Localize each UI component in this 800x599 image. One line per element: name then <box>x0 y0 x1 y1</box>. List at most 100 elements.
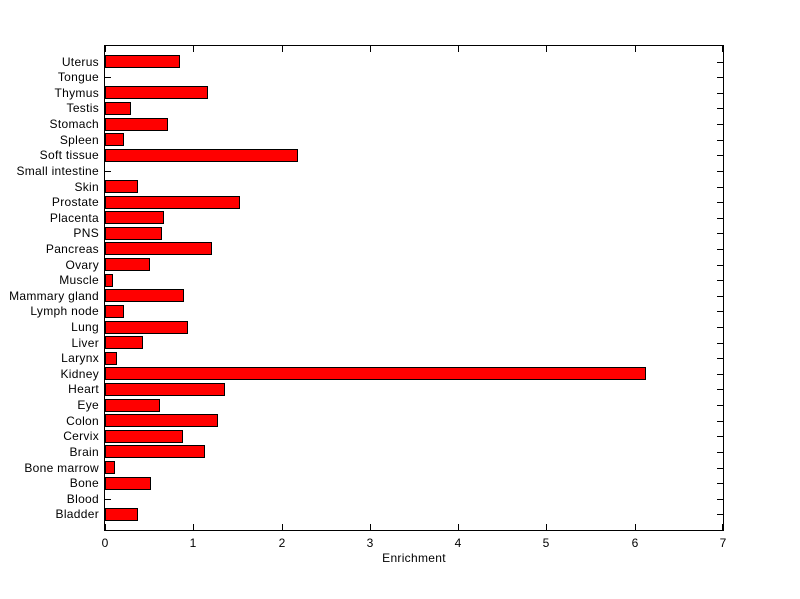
x-tick-bottom <box>635 524 636 530</box>
bar-colon <box>105 414 218 427</box>
y-tick-right <box>717 108 723 109</box>
x-axis-title: Enrichment <box>382 551 446 565</box>
x-tick-bottom <box>546 524 547 530</box>
category-label-pns: PNS <box>73 226 99 240</box>
y-tick-right <box>717 140 723 141</box>
y-tick-right <box>717 468 723 469</box>
bar-heart <box>105 383 225 396</box>
y-tick-right <box>717 233 723 234</box>
bar-cervix <box>105 430 183 443</box>
y-tick-right <box>717 405 723 406</box>
category-label-skin: Skin <box>74 180 99 194</box>
xtick-label: 1 <box>189 536 197 550</box>
bar-bone-marrow <box>105 461 115 474</box>
bar-spleen <box>105 133 124 146</box>
y-tick-left <box>105 171 111 172</box>
category-label-bone-marrow: Bone marrow <box>24 461 99 475</box>
y-tick-left <box>105 77 111 78</box>
y-tick-right <box>717 421 723 422</box>
xtick-label: 6 <box>631 536 639 550</box>
y-tick-right <box>717 77 723 78</box>
y-tick-right <box>717 452 723 453</box>
bar-ovary <box>105 258 150 271</box>
x-tick-top <box>105 46 106 52</box>
y-tick-right <box>717 171 723 172</box>
x-tick-bottom <box>282 524 283 530</box>
y-tick-right <box>717 343 723 344</box>
xtick-label: 4 <box>454 536 462 550</box>
category-label-placenta: Placenta <box>49 211 99 225</box>
bar-bladder <box>105 508 138 521</box>
y-tick-right <box>717 499 723 500</box>
category-label-lung: Lung <box>71 320 99 334</box>
bar-pancreas <box>105 242 212 255</box>
plot-area <box>104 45 724 531</box>
bar-bone <box>105 477 151 490</box>
y-tick-right <box>717 296 723 297</box>
xtick-label: 7 <box>719 536 727 550</box>
xtick-label: 0 <box>101 536 109 550</box>
x-tick-bottom <box>193 524 194 530</box>
category-label-lymph-node: Lymph node <box>30 304 99 318</box>
bar-placenta <box>105 211 164 224</box>
bar-kidney <box>105 367 646 380</box>
category-label-liver: Liver <box>71 336 99 350</box>
xtick-label: 2 <box>278 536 286 550</box>
bar-lymph-node <box>105 305 124 318</box>
y-tick-right <box>717 483 723 484</box>
category-label-testis: Testis <box>66 101 99 115</box>
y-tick-right <box>717 202 723 203</box>
category-label-spleen: Spleen <box>59 133 99 147</box>
category-label-colon: Colon <box>66 414 99 428</box>
category-label-cervix: Cervix <box>63 429 99 443</box>
y-axis-labels: Uterus Tongue Thymus Testis Stomach Spleen Sof… <box>0 45 99 531</box>
y-tick-right <box>717 389 723 390</box>
y-tick-right <box>717 124 723 125</box>
category-label-pancreas: Pancreas <box>45 242 99 256</box>
x-tick-top <box>722 46 723 52</box>
category-label-muscle: Muscle <box>59 273 99 287</box>
xtick-label: 5 <box>542 536 550 550</box>
bar-testis <box>105 102 131 115</box>
x-tick-bottom <box>722 524 723 530</box>
category-label-brain: Brain <box>69 445 99 459</box>
bar-skin <box>105 180 138 193</box>
bar-muscle <box>105 274 113 287</box>
y-tick-right <box>717 436 723 437</box>
x-tick-top <box>635 46 636 52</box>
category-label-prostate: Prostate <box>51 195 99 209</box>
y-tick-right <box>717 265 723 266</box>
category-label-heart: Heart <box>68 382 99 396</box>
bar-prostate <box>105 196 240 209</box>
x-tick-bottom <box>370 524 371 530</box>
y-tick-right <box>717 187 723 188</box>
y-tick-right <box>717 514 723 515</box>
y-tick-right <box>717 358 723 359</box>
category-label-thymus: Thymus <box>54 86 99 100</box>
y-tick-right <box>717 93 723 94</box>
y-tick-right <box>717 327 723 328</box>
bar-larynx <box>105 352 117 365</box>
y-tick-right <box>717 311 723 312</box>
bar-soft-tissue <box>105 149 298 162</box>
x-tick-top <box>193 46 194 52</box>
y-tick-left <box>105 499 111 500</box>
x-tick-top <box>282 46 283 52</box>
category-label-bladder: Bladder <box>55 507 99 521</box>
bar-uterus <box>105 55 180 68</box>
category-label-small-intestine: Small intestine <box>16 164 99 178</box>
y-tick-right <box>717 280 723 281</box>
category-label-bone: Bone <box>69 476 99 490</box>
category-label-soft-tissue: Soft tissue <box>39 148 99 162</box>
bar-lung <box>105 321 188 334</box>
category-label-tongue: Tongue <box>57 70 99 84</box>
x-tick-top <box>546 46 547 52</box>
bar-thymus <box>105 86 208 99</box>
y-tick-right <box>717 62 723 63</box>
bar-liver <box>105 336 143 349</box>
bar-brain <box>105 445 205 458</box>
category-label-kidney: Kidney <box>60 367 99 381</box>
category-label-blood: Blood <box>66 492 99 506</box>
category-label-stomach: Stomach <box>49 117 99 131</box>
